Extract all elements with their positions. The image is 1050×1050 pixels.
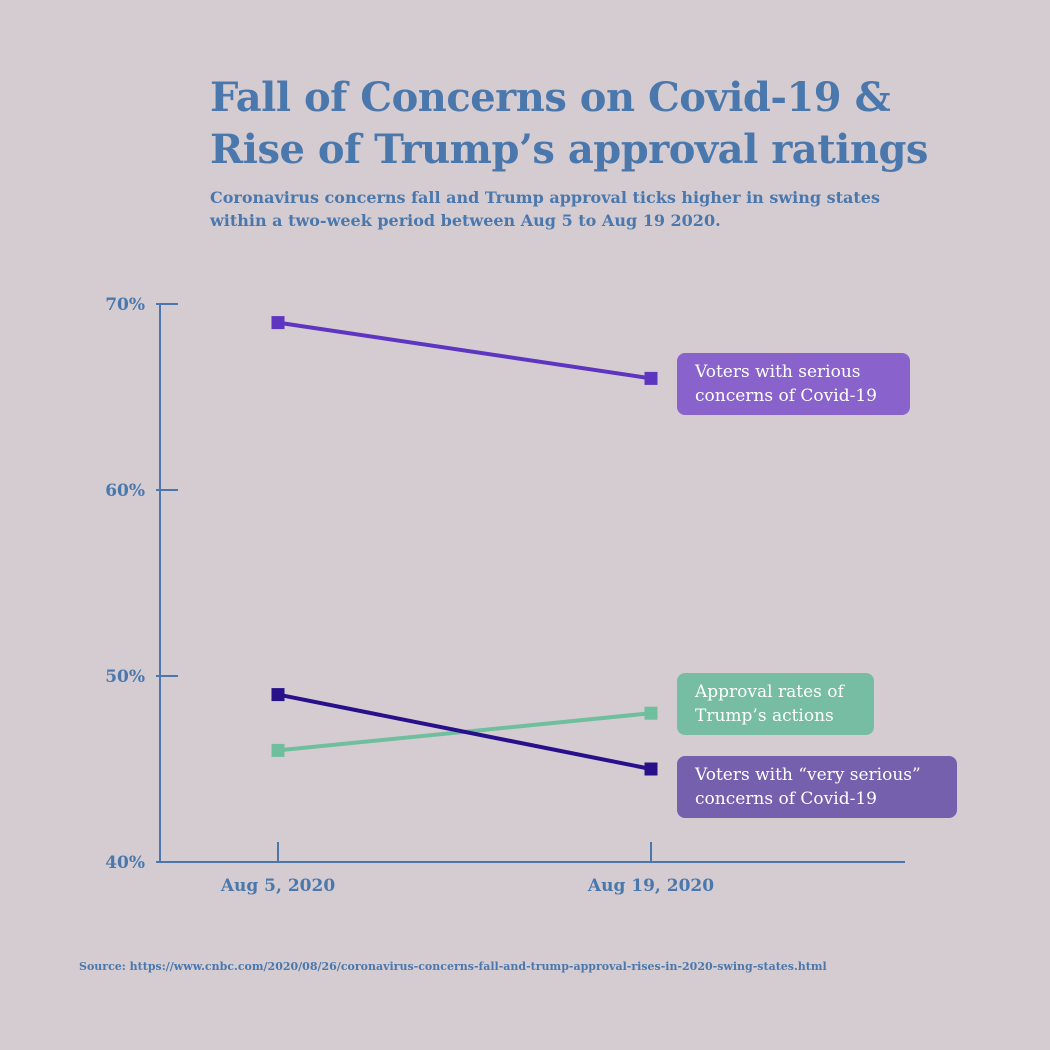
y-tick-label: 50% <box>105 667 145 687</box>
data-point <box>271 688 285 702</box>
y-tick-label: 40% <box>105 853 145 873</box>
series-line <box>277 692 652 771</box>
subtitle-line-2: within a two-week period between Aug 5 t… <box>210 211 721 230</box>
data-point <box>271 743 285 757</box>
data-point <box>644 762 658 776</box>
title-line-1: Fall of Concerns on Covid-19 & <box>210 74 891 121</box>
data-point <box>644 706 658 720</box>
y-tick-label: 70% <box>105 295 145 315</box>
x-tick-label: Aug 19, 2020 <box>587 876 714 896</box>
series-label-line: Approval rates of <box>695 682 844 702</box>
x-tick-label: Aug 5, 2020 <box>220 876 336 896</box>
series-label-line: concerns of Covid-19 <box>695 386 877 406</box>
title-line-2: Rise of Trump’s approval ratings <box>210 126 928 173</box>
series-label-line: Trump’s actions <box>695 706 834 726</box>
series-label: Voters with serious concerns of Covid-19 <box>677 353 910 415</box>
data-point <box>644 371 658 385</box>
chart-subtitle: Coronavirus concerns fall and Trump appr… <box>210 186 1010 232</box>
chart-title: Fall of Concerns on Covid-19 & Rise of T… <box>210 72 1010 176</box>
data-point <box>271 316 285 330</box>
series-label-line: Voters with “very serious” <box>695 765 921 785</box>
series-label: Voters with “very serious” concerns of Co… <box>677 756 957 818</box>
y-tick-label: 60% <box>105 481 145 501</box>
subtitle-line-1: Coronavirus concerns fall and Trump appr… <box>210 188 880 207</box>
series-label-line: Voters with serious <box>695 362 861 382</box>
source-note: Source: https://www.cnbc.com/2020/08/26/… <box>79 960 827 973</box>
series-line <box>277 320 652 381</box>
series-label: Approval rates of Trump’s actions <box>677 673 874 735</box>
series-label-line: concerns of Covid-19 <box>695 789 877 809</box>
